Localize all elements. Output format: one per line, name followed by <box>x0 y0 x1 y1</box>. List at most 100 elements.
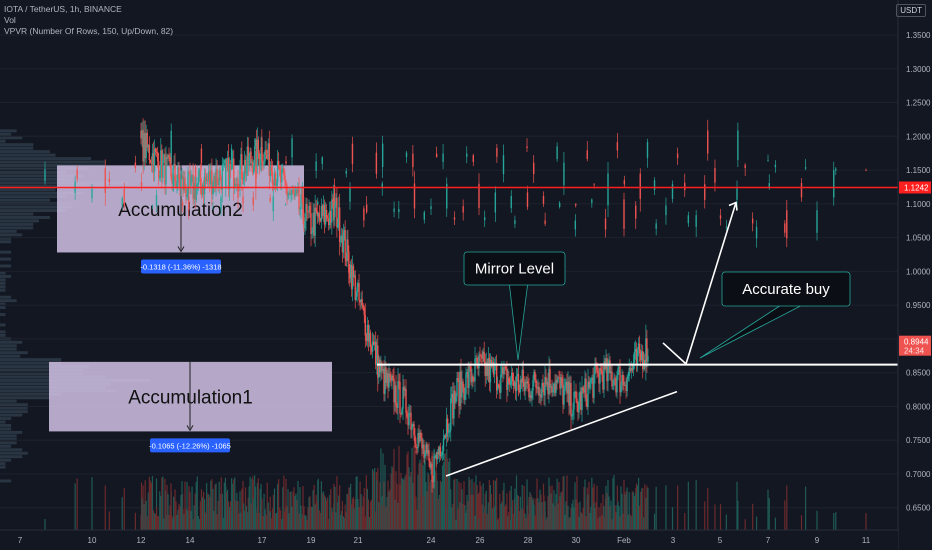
volume-bar <box>281 518 283 530</box>
candle-body <box>411 426 413 430</box>
vpvr-row <box>0 184 106 188</box>
candle-body <box>499 386 501 393</box>
volume-bar <box>367 499 370 530</box>
candle-body <box>394 385 396 403</box>
volume-bar <box>182 509 184 530</box>
candle-body <box>539 394 541 396</box>
measure-label: -0.1318 (-11.36%) -1318 <box>140 262 221 271</box>
candle-body <box>235 183 237 186</box>
candle-body <box>271 171 274 184</box>
volume-bar <box>594 507 596 530</box>
candle-body <box>354 275 356 300</box>
current-price-label: 0.8944 <box>904 338 929 347</box>
volume-bar <box>574 482 576 530</box>
candle-body <box>326 217 329 219</box>
volume-bar <box>453 479 455 530</box>
vpvr-indicator-label[interactable]: VPVR (Number Of Rows, 150, Up/Down, 82) <box>4 26 174 36</box>
candle-body <box>599 368 601 384</box>
volume-bar <box>442 462 445 530</box>
symbol-title[interactable]: IOTA / TetherUS, 1h, BINANCE <box>4 4 122 14</box>
volume-bar <box>158 516 160 530</box>
volume-bar <box>562 476 564 530</box>
volume-bar <box>440 482 443 530</box>
volume-bar <box>149 480 151 530</box>
candle-body <box>636 349 639 364</box>
candle-body <box>321 157 323 164</box>
candle-body <box>396 405 398 408</box>
candle-body <box>519 380 522 392</box>
vpvr-row <box>0 150 50 154</box>
volume-bar <box>315 494 317 530</box>
candle-body <box>586 150 588 159</box>
volume-bar <box>565 501 567 530</box>
volume-bar <box>687 481 689 530</box>
volume-bar <box>737 500 739 530</box>
volume-bar <box>622 513 624 530</box>
volume-bar <box>339 485 341 530</box>
candle-body <box>357 283 359 288</box>
candle-body <box>633 351 636 363</box>
candle-body <box>243 159 246 177</box>
volume-bar <box>633 496 636 530</box>
price-tick-label: 1.0000 <box>906 267 931 276</box>
candle-body <box>173 163 175 169</box>
volume-bar <box>213 510 215 530</box>
vpvr-row <box>0 174 84 178</box>
candle-body <box>104 168 106 193</box>
volume-bar <box>389 489 391 530</box>
volume-bar <box>185 509 187 530</box>
volume-bar <box>346 493 348 530</box>
candle-body <box>282 167 284 170</box>
callout-label: Mirror Level <box>475 261 554 278</box>
candle-body <box>435 153 438 158</box>
candle-body <box>719 215 722 219</box>
volume-bar <box>251 478 253 530</box>
volume-indicator-label[interactable]: Vol <box>4 15 16 25</box>
candle-body <box>607 173 609 206</box>
candle-body <box>322 204 325 216</box>
volume-bar <box>481 504 483 530</box>
currency-badge[interactable]: USDT <box>896 4 926 17</box>
candle-body <box>251 161 253 164</box>
candle-body <box>456 378 458 397</box>
volume-bar <box>252 476 254 530</box>
candle-body <box>463 387 465 400</box>
time-tick-label: 12 <box>137 536 146 545</box>
candle-body <box>410 412 412 430</box>
candle-body <box>641 351 643 361</box>
vpvr-row <box>0 229 17 233</box>
candle-body <box>252 197 254 205</box>
volume-bar <box>493 506 496 530</box>
candle-body <box>334 204 336 218</box>
volume-bar <box>236 492 238 530</box>
volume-bar <box>623 492 625 530</box>
candle-body <box>207 179 209 181</box>
candle-body <box>433 456 435 482</box>
candle-body <box>351 265 354 290</box>
volume-bar <box>816 510 818 530</box>
candle-body <box>159 176 161 178</box>
volume-bar <box>624 494 626 530</box>
candle-body <box>413 423 415 436</box>
volume-bar <box>406 454 408 530</box>
candle-body <box>514 382 517 392</box>
candle-body <box>556 146 558 159</box>
time-tick-label: 14 <box>186 536 195 545</box>
candle-body <box>352 265 355 278</box>
vpvr-row <box>0 153 56 157</box>
candle-body <box>175 181 177 188</box>
candle-body <box>631 368 634 371</box>
candle-body <box>804 167 807 169</box>
candle-body <box>472 376 474 381</box>
volume-bar <box>643 517 645 530</box>
volume-bar <box>379 482 381 530</box>
candle-body <box>546 382 548 385</box>
volume-bar <box>283 475 285 530</box>
candle-body <box>637 343 640 350</box>
volume-bar <box>401 478 403 530</box>
volume-bar <box>271 509 274 530</box>
candle-body <box>611 371 613 387</box>
candle-body <box>592 377 594 398</box>
volume-bar <box>500 504 502 530</box>
